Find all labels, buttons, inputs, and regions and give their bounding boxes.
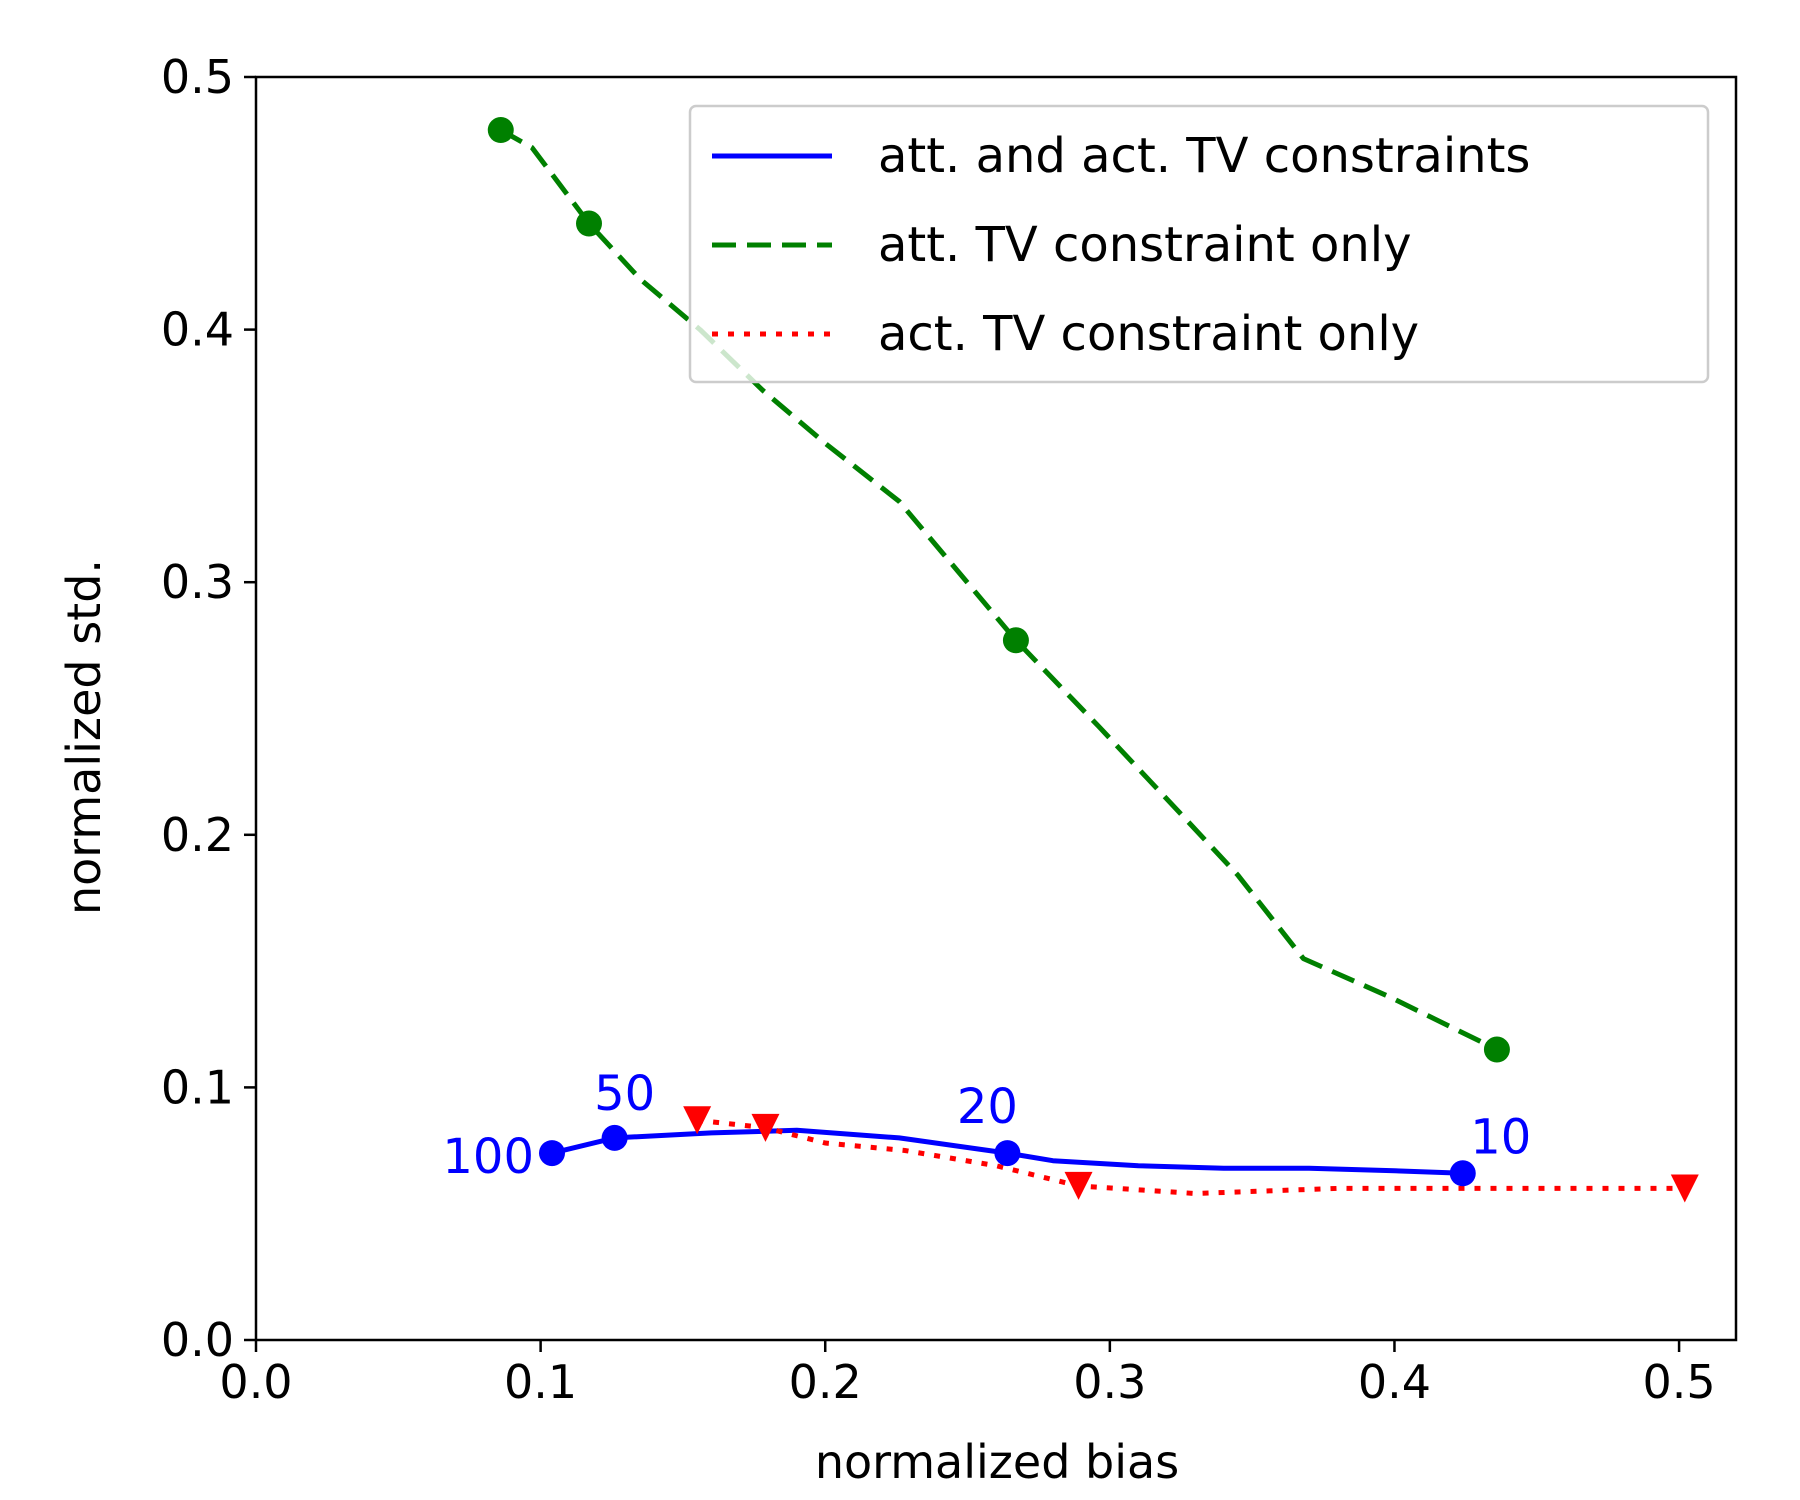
series-1-marker xyxy=(576,210,602,237)
plot-area: 100 50 20 10 xyxy=(442,117,1699,1203)
x-tick-label: 0.4 xyxy=(1358,1355,1431,1409)
series-0-marker xyxy=(1449,1160,1476,1187)
series-line-0 xyxy=(551,1127,1463,1176)
series-2-marker xyxy=(1064,1171,1093,1200)
y-tick-label: 0.5 xyxy=(161,50,234,104)
data-label: 10 xyxy=(1470,1109,1531,1165)
axes-frame xyxy=(254,75,1738,1342)
y-axis-label: normalized std. xyxy=(57,559,111,915)
legend-label-0: att. and act. TV constraints xyxy=(878,128,1530,184)
series-2-marker xyxy=(683,1106,712,1135)
series-1-marker xyxy=(487,117,514,144)
legend: att. and act. TV constraints att. TV cons… xyxy=(688,104,1710,384)
data-label: 20 xyxy=(957,1079,1018,1135)
y-tick-label: 0.1 xyxy=(161,1060,234,1114)
series-2-marker xyxy=(1670,1174,1699,1203)
legend-box xyxy=(688,104,1710,384)
series-0-marker xyxy=(994,1140,1021,1167)
series-2-marker xyxy=(751,1113,780,1142)
y-tick-label: 0.0 xyxy=(161,1313,234,1367)
data-label: 100 xyxy=(442,1129,534,1185)
x-tick-label: 0.5 xyxy=(1642,1355,1715,1409)
x-tick-label: 0.1 xyxy=(504,1355,577,1409)
x-tick-label: 0.2 xyxy=(789,1355,862,1409)
series-1-marker xyxy=(1002,627,1029,654)
series-1-marker xyxy=(1483,1036,1510,1063)
series-0-marker xyxy=(539,1140,565,1167)
y-tick-label: 0.2 xyxy=(161,808,234,862)
x-axis-label: normalized bias xyxy=(815,1435,1179,1489)
axes: 0.0 0.1 0.2 0.3 0.4 0.5 0.0 0.1 0.2 0.3 0.4 0.5 xyxy=(161,50,1738,1409)
series-line-2 xyxy=(696,1117,1685,1196)
y-tick-label: 0.3 xyxy=(161,555,234,609)
data-label: 50 xyxy=(594,1066,655,1122)
legend-label-2: act. TV constraint only xyxy=(878,306,1419,362)
series-line-1 xyxy=(499,127,1499,1052)
x-tick-label: 0.3 xyxy=(1073,1355,1146,1409)
legend-label-1: att. TV constraint only xyxy=(878,217,1412,273)
series-0-marker xyxy=(601,1124,628,1151)
x-tick-label: 0.0 xyxy=(219,1355,292,1409)
y-tick-label: 0.4 xyxy=(161,303,234,357)
